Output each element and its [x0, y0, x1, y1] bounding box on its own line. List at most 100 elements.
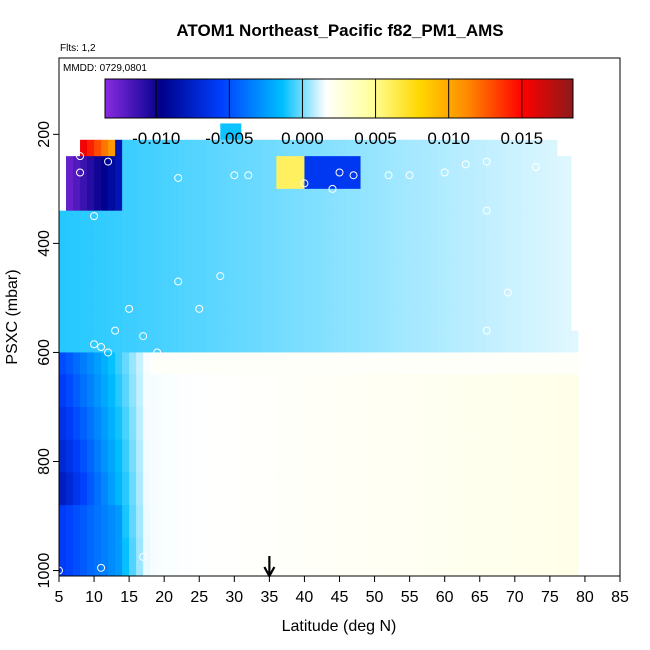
heatmap-cell [297, 505, 305, 539]
heatmap-cell [346, 472, 355, 506]
heatmap-cell [150, 330, 158, 353]
heatmap-cell [136, 308, 144, 332]
observation-marker [230, 171, 239, 180]
heatmap-cell [353, 188, 362, 212]
heatmap-cell [563, 505, 572, 539]
heatmap-cell [276, 374, 284, 408]
heatmap-cell [87, 259, 95, 288]
heatmap-cell [122, 188, 130, 212]
heatmap-cell [157, 139, 165, 157]
heatmap-cell [157, 330, 165, 353]
heatmap-cell [367, 537, 376, 577]
heatmap-cell [290, 374, 298, 408]
heatmap-cell [73, 287, 81, 310]
heatmap-cell [255, 374, 263, 408]
heatmap-cell [472, 439, 481, 473]
heatmap-cell [409, 352, 418, 375]
heatmap-cell [542, 472, 551, 506]
heatmap-cell [143, 188, 151, 212]
heatmap-cell [430, 439, 439, 473]
y-tick-label: 600 [36, 339, 53, 366]
heatmap-cell [542, 259, 551, 288]
heatmap-cell [409, 156, 418, 190]
heatmap-cell [521, 439, 530, 473]
colorbar-tick-label: -0.010 [132, 129, 180, 148]
heatmap-cell [206, 439, 214, 473]
heatmap-cell [339, 188, 348, 212]
heatmap-cell [332, 406, 340, 441]
heatmap-cell [269, 139, 277, 157]
heatmap-cell [66, 472, 74, 506]
heatmap-cell [164, 505, 172, 539]
heatmap-cell [437, 210, 446, 233]
heatmap-cell [416, 439, 425, 473]
heatmap-cell [556, 308, 565, 332]
heatmap-cell [472, 374, 481, 408]
heatmap-cell [164, 352, 172, 375]
heatmap-cell [269, 352, 277, 375]
heatmap-cell [402, 537, 411, 577]
x-tick-label: 60 [436, 589, 454, 606]
heatmap-cell [136, 259, 144, 288]
heatmap-cell [262, 308, 270, 332]
heatmap-cell [374, 287, 383, 310]
heatmap-cell [290, 287, 298, 310]
heatmap-cell [227, 156, 235, 190]
heatmap-cell [402, 374, 411, 408]
heatmap-cell [185, 352, 193, 375]
heatmap-cell [332, 537, 340, 577]
observation-marker [153, 348, 162, 357]
heatmap-cell [388, 156, 397, 190]
heatmap-cell [311, 287, 319, 310]
heatmap-cell [353, 439, 362, 473]
heatmap-cell [556, 374, 565, 408]
heatmap-cell [563, 406, 572, 441]
heatmap-cell [493, 232, 502, 261]
heatmap-cell [304, 505, 312, 539]
heatmap-cell [241, 210, 249, 233]
heatmap-cell [381, 232, 390, 261]
heatmap-cell [157, 374, 165, 408]
heatmap-cell [479, 139, 488, 157]
heatmap-cell [94, 439, 102, 473]
heatmap-cell [304, 156, 312, 190]
heatmap-cell [493, 308, 502, 332]
heatmap-cell [178, 308, 186, 332]
heatmap-cell [521, 330, 530, 353]
chart-title: ATOM1 Northeast_Pacific f82_PM1_AMS [176, 21, 503, 40]
colorbar [104, 78, 574, 119]
y-axis-label: PSXC (mbar) [4, 269, 21, 364]
heatmap-cell [535, 308, 544, 332]
heatmap-cell [157, 232, 165, 261]
heatmap-cell [458, 210, 467, 233]
heatmap-cell [395, 352, 404, 375]
heatmap-cell [192, 259, 200, 288]
heatmap-cell [206, 352, 214, 375]
heatmap-cell [227, 374, 235, 408]
heatmap-cell [549, 374, 558, 408]
heatmap-cell [507, 232, 516, 261]
heatmap-cell [94, 210, 102, 233]
heatmap-cell [542, 156, 551, 190]
heatmap-cell [213, 287, 221, 310]
heatmap-cell [458, 308, 467, 332]
heatmap-cell [388, 139, 397, 157]
heatmap-cell [227, 406, 235, 441]
heatmap-cell [108, 308, 116, 332]
heatmap-cell [500, 287, 509, 310]
heatmap-cell [164, 188, 172, 212]
heatmap-cell [458, 188, 467, 212]
heatmap-cell [136, 287, 144, 310]
heatmap-cell [171, 406, 179, 441]
heatmap-cell [325, 374, 333, 408]
heatmap-cell [199, 259, 207, 288]
heatmap-cell [521, 259, 530, 288]
heatmap-cell [339, 505, 348, 539]
heatmap-cell [59, 406, 67, 441]
heatmap-cell [318, 537, 326, 577]
heatmap-cell [213, 330, 221, 353]
heatmap-cell [262, 406, 270, 441]
heatmap-cell [395, 537, 404, 577]
heatmap-cell [304, 406, 312, 441]
heatmap-cell [493, 139, 502, 157]
